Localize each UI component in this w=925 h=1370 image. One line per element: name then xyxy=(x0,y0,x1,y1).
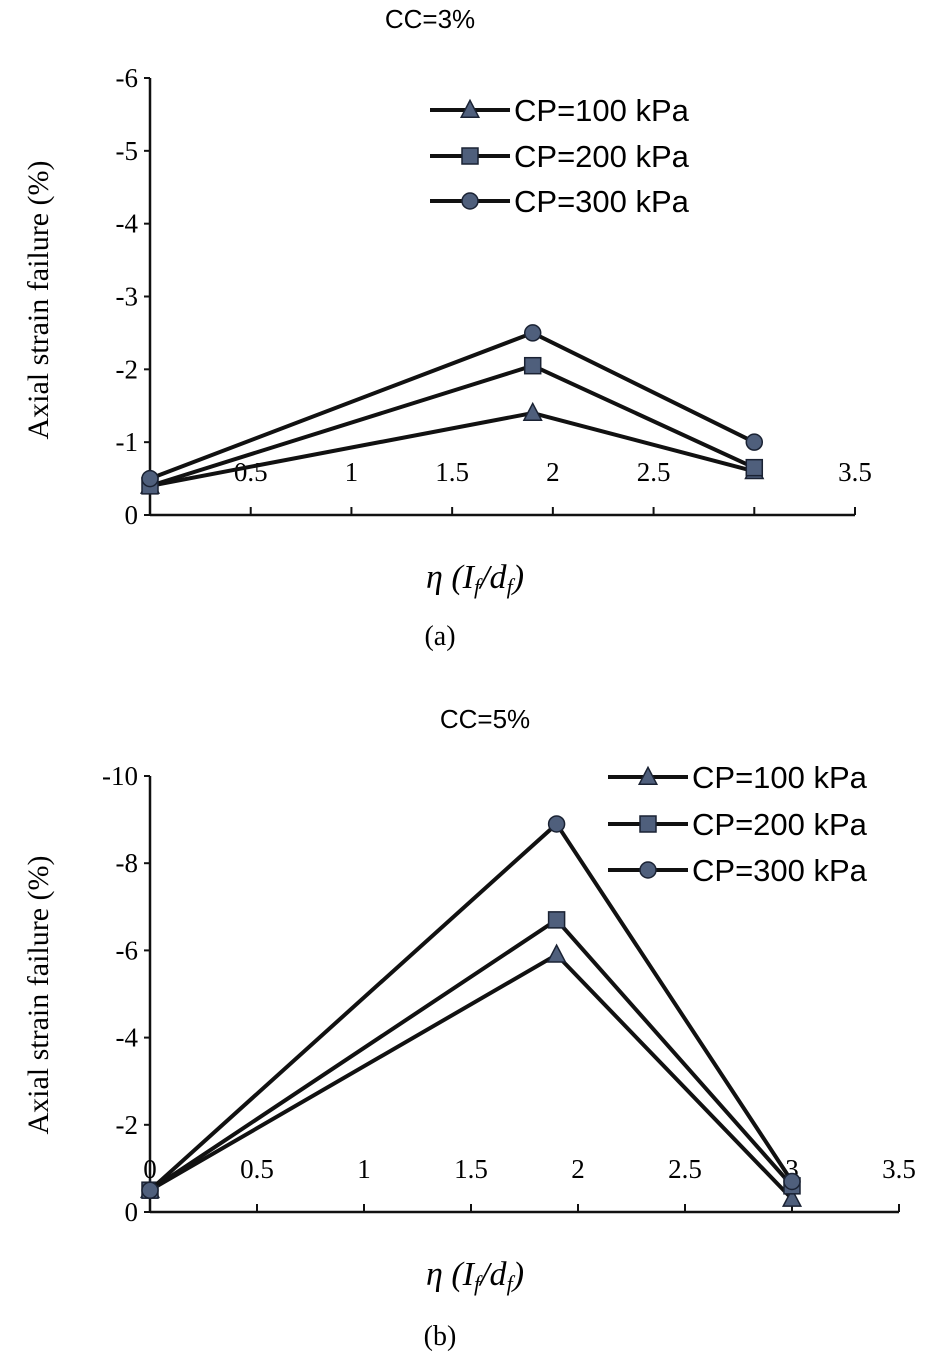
marker-circle xyxy=(461,192,479,210)
legend-label: CP=300 kPa xyxy=(514,184,690,219)
y-tick-label: -3 xyxy=(116,282,139,312)
chart-title: CC=5% xyxy=(440,704,530,734)
marker-circle xyxy=(141,469,159,488)
marker-circle xyxy=(547,815,566,833)
y-tick-label: 0 xyxy=(125,1197,139,1227)
marker-circle xyxy=(639,861,657,879)
x-axis-label: η (If/df) xyxy=(426,559,524,599)
x-axis-label-part: f xyxy=(507,1271,516,1296)
x-tick-label: 3.5 xyxy=(838,457,872,487)
y-axis-label: Axial strain failure (%) xyxy=(22,160,55,439)
chart-a: CC=3% 0 -1 -2 -3 -4 -5 -6 0.5 1 1.5 2 2.5 3.5 Axial st… xyxy=(22,4,872,652)
y-tick-label: -2 xyxy=(116,1110,139,1140)
y-tick-label: -8 xyxy=(116,848,139,878)
y-tick-label: -4 xyxy=(116,1023,139,1053)
y-axis-label: Axial strain failure (%) xyxy=(22,855,55,1134)
marker-square xyxy=(547,911,566,929)
x-tick-label: 1 xyxy=(357,1154,371,1184)
x-tick-label: 2.5 xyxy=(637,457,671,487)
x-tick-label: 1.5 xyxy=(454,1154,488,1184)
legend-label: CP=200 kPa xyxy=(692,807,868,842)
x-axis-label-part: /d xyxy=(478,559,507,596)
caption: (a) xyxy=(424,621,455,652)
x-axis-label-part: f xyxy=(474,574,483,599)
y-tick-label: -2 xyxy=(116,354,139,384)
marker-triangle xyxy=(781,1187,803,1207)
x-axis-label: η (If/df) xyxy=(426,1256,524,1296)
marker-triangle xyxy=(637,765,659,785)
y-tick-label: -10 xyxy=(102,761,138,791)
marker-square xyxy=(639,815,657,833)
marker-square xyxy=(523,356,542,375)
y-tick-label: -6 xyxy=(116,935,139,965)
legend-label: CP=300 kPa xyxy=(692,853,868,888)
marker-square xyxy=(745,458,764,477)
x-tick-label: 2.5 xyxy=(668,1154,702,1184)
x-tick-label: 1.5 xyxy=(435,457,469,487)
x-tick-label: 0.5 xyxy=(240,1154,274,1184)
x-tick-label: 2 xyxy=(571,1154,585,1184)
marker-circle xyxy=(523,324,542,342)
marker-triangle xyxy=(522,401,543,421)
x-axis-label-part: η (I xyxy=(426,1256,476,1293)
x-axis-label-part: η (I xyxy=(426,559,476,596)
y-tick-label: -6 xyxy=(116,63,139,93)
x-tick-label: 1 xyxy=(345,457,359,487)
legend-label: CP=200 kPa xyxy=(514,139,690,174)
x-tick-label: 3.5 xyxy=(882,1154,916,1184)
x-axis-label-part: ) xyxy=(511,559,524,596)
x-axis-label-part: /d xyxy=(478,1256,507,1293)
x-tick-label: 0 xyxy=(143,1154,157,1184)
y-tick-label: -5 xyxy=(116,136,139,166)
marker-circle xyxy=(141,1181,159,1199)
x-axis-label-part: f xyxy=(507,574,516,599)
x-tick-label: 2 xyxy=(546,457,560,487)
chart-title: CC=3% xyxy=(385,4,475,34)
marker-triangle xyxy=(459,98,481,118)
x-axis-label-part: f xyxy=(474,1271,483,1296)
legend-label: CP=100 kPa xyxy=(692,760,868,795)
legend-label: CP=100 kPa xyxy=(514,93,690,128)
x-axis-label-part: ) xyxy=(511,1256,524,1293)
marker-circle xyxy=(783,1172,801,1191)
marker-triangle xyxy=(546,943,567,963)
marker-square xyxy=(461,147,479,165)
x-tick-label: 0.5 xyxy=(234,457,268,487)
caption: (b) xyxy=(424,1321,457,1352)
series-line-square xyxy=(148,917,794,1192)
y-tick-label: 0 xyxy=(125,500,139,530)
y-tick-label: -1 xyxy=(116,427,139,457)
marker-circle xyxy=(745,433,764,451)
y-tick-label: -4 xyxy=(116,209,139,239)
